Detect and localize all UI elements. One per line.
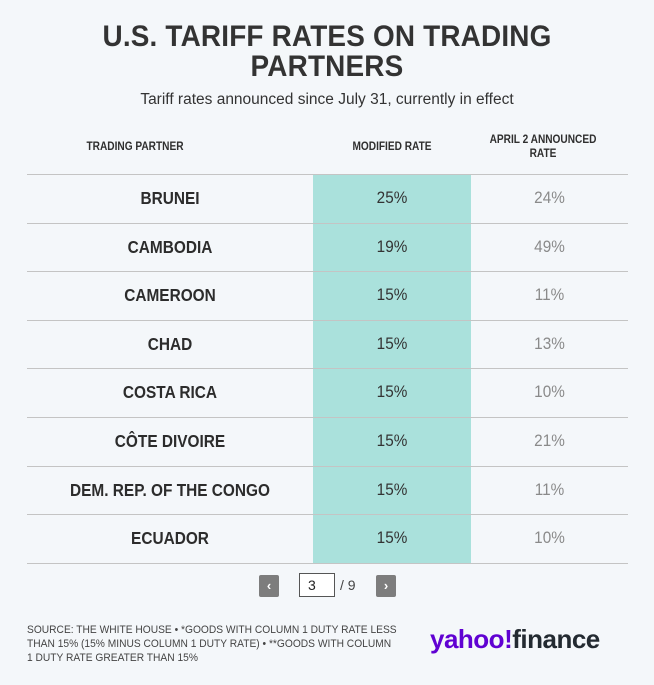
source-note: SOURCE: THE WHITE HOUSE • *GOODS WITH CO… xyxy=(27,624,397,664)
table-row: BRUNEI 25% 24% xyxy=(27,174,628,222)
table-row: COSTA RICA 15% 10% xyxy=(27,368,628,416)
chevron-right-icon: › xyxy=(383,578,389,593)
row-divider xyxy=(27,466,628,467)
modified-rate-cell: 15% xyxy=(376,285,408,304)
row-divider xyxy=(27,563,628,564)
modified-rate-cell: 15% xyxy=(376,334,408,353)
april-rate-cell: 21% xyxy=(534,431,565,450)
partner-cell: CAMBODIA xyxy=(127,237,213,257)
next-page-button[interactable]: › xyxy=(376,575,396,597)
page-subtitle: Tariff rates announced since July 31, cu… xyxy=(140,91,514,108)
april-rate-cell: 11% xyxy=(534,285,565,304)
logo-yahoo: yahoo! xyxy=(430,624,513,654)
april-rate-cell: 24% xyxy=(534,188,565,207)
april-rate-cell: 11% xyxy=(534,480,565,499)
partner-cell: CHAD xyxy=(147,334,193,354)
header-april-rate: APRIL 2 ANNOUNCED RATE xyxy=(489,134,597,160)
modified-rate-cell: 15% xyxy=(376,382,408,401)
modified-rate-cell: 19% xyxy=(376,237,408,256)
april-rate-cell: 13% xyxy=(534,334,565,353)
table-row: CAMEROON 15% 11% xyxy=(27,271,628,319)
page-total: / 9 xyxy=(340,577,356,593)
modified-rate-cell: 15% xyxy=(376,528,408,547)
table-row: CHAD 15% 13% xyxy=(27,320,628,368)
table-row: DEM. REP. OF THE CONGO 15% 11% xyxy=(27,466,628,514)
header-trading-partner: TRADING PARTNER xyxy=(86,141,184,153)
april-rate-cell: 10% xyxy=(534,528,565,547)
row-divider xyxy=(27,417,628,418)
chevron-left-icon: ‹ xyxy=(266,578,272,593)
prev-page-button[interactable]: ‹ xyxy=(259,575,279,597)
partner-cell: ECUADOR xyxy=(131,528,209,548)
row-divider xyxy=(27,514,628,515)
page-number-input[interactable] xyxy=(299,573,335,597)
partner-cell: COSTA RICA xyxy=(122,382,218,402)
row-divider xyxy=(27,271,628,272)
table-row: CÔTE DIVOIRE 15% 21% xyxy=(27,417,628,465)
partner-cell: CAMEROON xyxy=(124,285,216,305)
modified-rate-cell: 15% xyxy=(376,431,408,450)
table-row: ECUADOR 15% 10% xyxy=(27,514,628,562)
row-divider xyxy=(27,320,628,321)
modified-rate-cell: 25% xyxy=(376,188,408,207)
page-title: U.S. TARIFF RATES ON TRADING PARTNERS xyxy=(102,20,552,83)
partner-cell: DEM. REP. OF THE CONGO xyxy=(70,480,270,500)
modified-rate-cell: 15% xyxy=(376,480,408,499)
partner-cell: CÔTE DIVOIRE xyxy=(114,431,226,451)
yahoo-finance-logo: yahoo!finance xyxy=(430,624,600,654)
row-divider xyxy=(27,174,628,175)
table-row: CAMBODIA 19% 49% xyxy=(27,223,628,271)
april-rate-cell: 10% xyxy=(534,382,565,401)
row-divider xyxy=(27,223,628,224)
partner-cell: BRUNEI xyxy=(140,188,200,208)
april-rate-cell: 49% xyxy=(534,237,565,256)
row-divider xyxy=(27,368,628,369)
logo-finance: finance xyxy=(512,624,600,654)
header-modified-rate: MODIFIED RATE xyxy=(352,141,432,153)
